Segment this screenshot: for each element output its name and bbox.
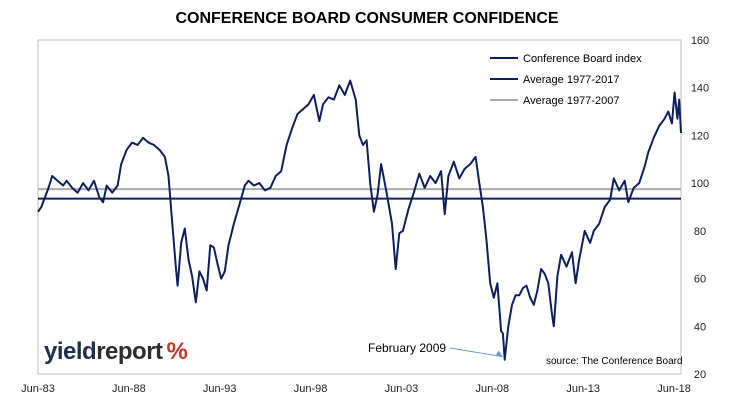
x-axis: Jun-83 Jun-88 Jun-93 Jun-98 Jun-03 Jun-08 Jun-… bbox=[21, 383, 691, 395]
y-tick-label: 160 bbox=[691, 35, 709, 47]
legend-label: Conference Board index bbox=[523, 53, 642, 65]
series-line-conference-board-index bbox=[37, 79, 682, 361]
x-tick-label: Jun-08 bbox=[476, 383, 510, 395]
plot-area-frame bbox=[37, 39, 682, 375]
chart-title: CONFERENCE BOARD CONSUMER CONFIDENCE bbox=[175, 10, 559, 27]
legend-label: Average 1977-2007 bbox=[523, 95, 619, 107]
legend: Conference Board index Average 1977-2017 A… bbox=[490, 53, 642, 107]
y-tick-label: 20 bbox=[694, 369, 706, 381]
legend-label: Average 1977-2017 bbox=[523, 74, 619, 86]
y-tick-label: 80 bbox=[694, 226, 706, 238]
x-tick-label: Jun-03 bbox=[385, 383, 419, 395]
x-tick-label: Jun-88 bbox=[112, 383, 146, 395]
x-tick-label: Jun-18 bbox=[657, 383, 691, 395]
annotation-label: February 2009 bbox=[368, 341, 446, 355]
y-axis: 20 40 60 80 100 120 140 160 bbox=[691, 35, 709, 381]
series-group bbox=[37, 79, 682, 361]
annotation: February 2009 bbox=[368, 341, 503, 358]
annotation-arrowhead bbox=[495, 350, 503, 357]
y-tick-label: 120 bbox=[691, 130, 709, 142]
y-tick-label: 100 bbox=[691, 178, 709, 190]
x-tick-label: Jun-13 bbox=[566, 383, 600, 395]
x-tick-label: Jun-83 bbox=[21, 383, 55, 395]
x-tick-label: Jun-93 bbox=[203, 383, 237, 395]
yieldreport-logo: yieldreport% bbox=[44, 338, 188, 365]
x-tick-label: Jun-98 bbox=[294, 383, 328, 395]
y-tick-label: 140 bbox=[691, 83, 709, 95]
y-tick-label: 40 bbox=[694, 321, 706, 333]
average-lines bbox=[38, 188, 681, 200]
annotation-leader bbox=[449, 347, 503, 358]
y-tick-label: 60 bbox=[694, 274, 706, 286]
source-note: source: The Conference Board bbox=[546, 356, 683, 367]
